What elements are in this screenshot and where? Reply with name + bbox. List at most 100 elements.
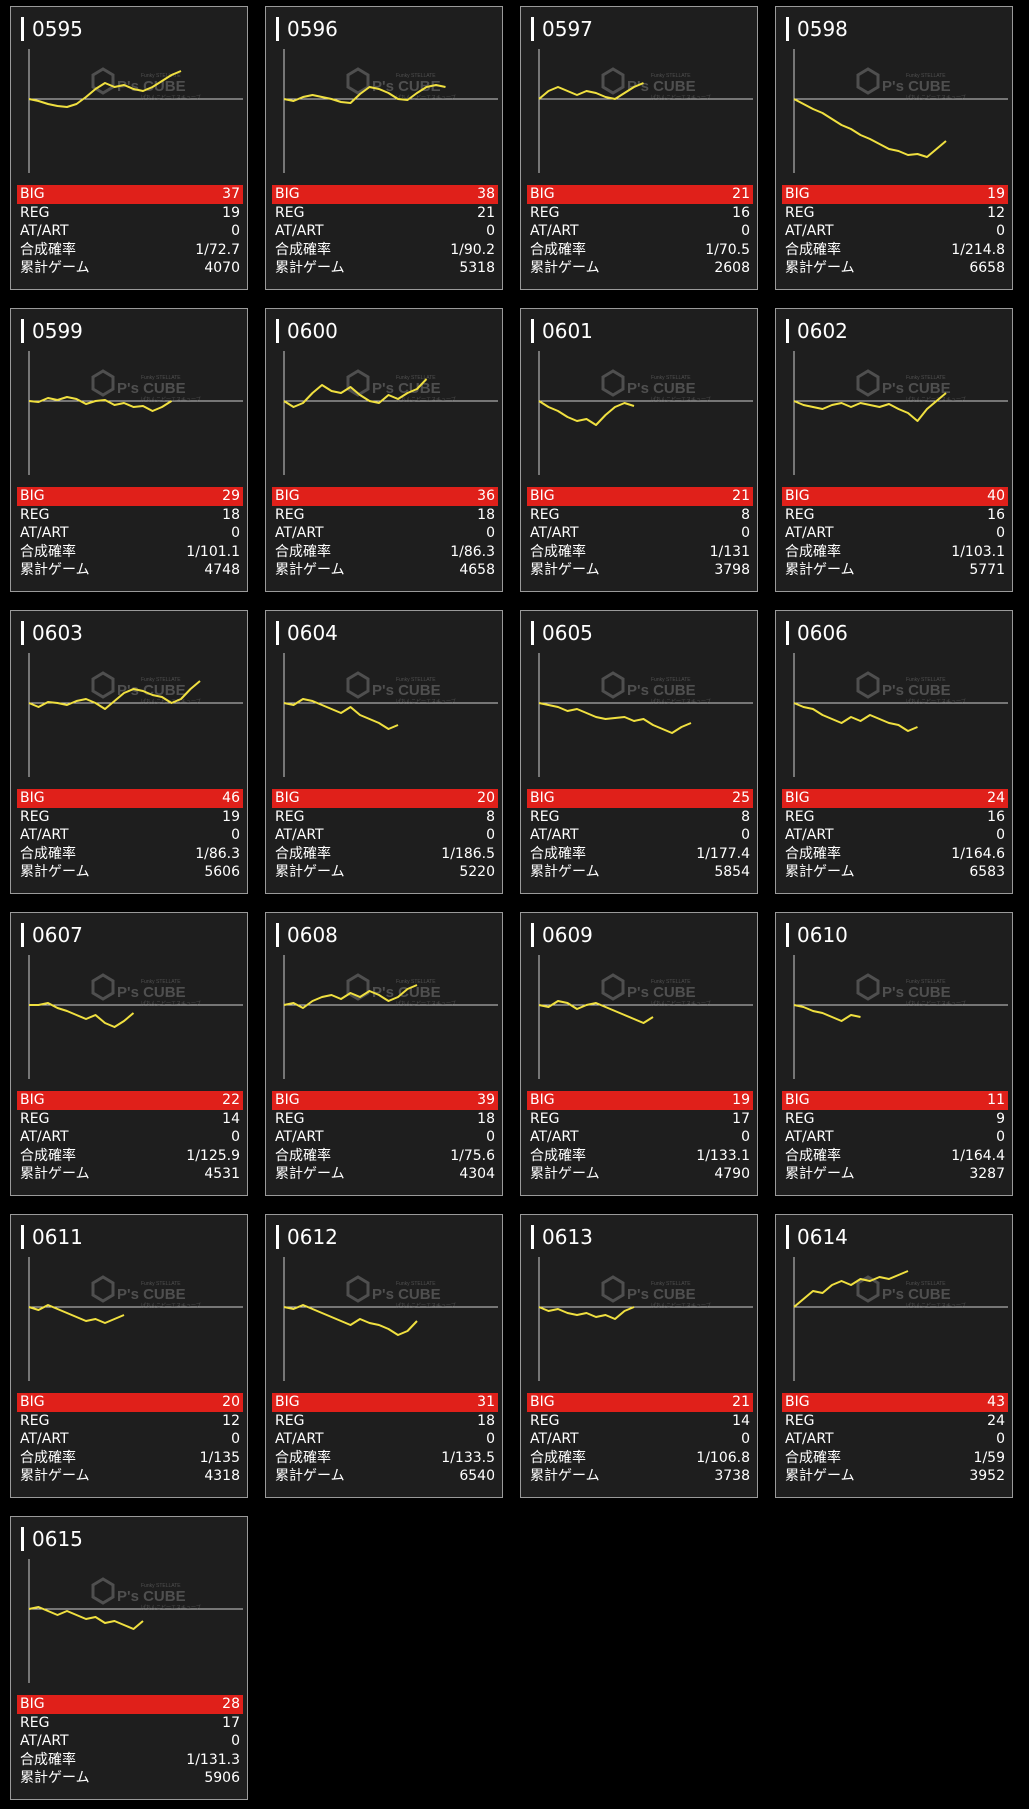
big-row: BIG 19 — [527, 1091, 753, 1110]
at-art-label: AT/ART — [275, 1129, 324, 1145]
machine-card[interactable]: 0605 Funky STELLATE P's CUBE ぱちんこピーエスキューブ BI… — [520, 610, 758, 894]
reg-value: 12 — [222, 1412, 240, 1429]
machine-card[interactable]: 0599 Funky STELLATE P's CUBE ぱちんこピーエスキューブ BI… — [10, 308, 248, 592]
cube-logo-icon — [91, 369, 115, 397]
machine-number: 0606 — [786, 621, 848, 645]
machine-card[interactable]: 0601 Funky STELLATE P's CUBE ぱちんこピーエスキューブ BI… — [520, 308, 758, 592]
big-label: BIG — [20, 1394, 45, 1410]
reg-label: REG — [785, 204, 815, 221]
at-art-value: 0 — [996, 1129, 1005, 1145]
total-games-label: 累計ゲーム — [20, 1166, 90, 1182]
machine-card[interactable]: 0600 Funky STELLATE P's CUBE ぱちんこピーエスキューブ BI… — [265, 308, 503, 592]
watermark-brand-text: P's CUBE — [882, 380, 951, 397]
big-label: BIG — [785, 1092, 810, 1108]
machine-card[interactable]: 0602 Funky STELLATE P's CUBE ぱちんこピーエスキューブ BI… — [775, 308, 1013, 592]
probability-value: 1/135 — [199, 1449, 240, 1466]
at-art-row: AT/ART 0 — [782, 524, 1008, 543]
watermark-top-text: Funky STELLATE — [141, 375, 181, 381]
watermark-brand-text: P's CUBE — [372, 78, 441, 95]
probability-value: 1/131.3 — [186, 1751, 240, 1768]
machine-number: 0610 — [786, 923, 848, 947]
total-games-row: 累計ゲーム 3952 — [782, 1467, 1008, 1486]
probability-value: 1/59 — [973, 1449, 1005, 1466]
total-games-label: 累計ゲーム — [530, 1468, 600, 1484]
total-games-label: 累計ゲーム — [530, 260, 600, 276]
at-art-value: 0 — [231, 223, 240, 239]
stats-table: BIG 36 REG 18 AT/ART 0 合成確率 1/86.3 累計ゲーム 4658 — [272, 487, 498, 580]
total-games-row: 累計ゲーム 3798 — [527, 561, 753, 580]
machine-number: 0615 — [21, 1527, 83, 1551]
big-value: 22 — [222, 1092, 240, 1108]
probability-value: 1/164.4 — [951, 1147, 1005, 1164]
watermark-brand-text: P's CUBE — [627, 682, 696, 699]
machine-card[interactable]: 0606 Funky STELLATE P's CUBE ぱちんこピーエスキューブ BI… — [775, 610, 1013, 894]
total-games-label: 累計ゲーム — [275, 1166, 345, 1182]
stats-table: BIG 20 REG 12 AT/ART 0 合成確率 1/135 累計ゲーム 4318 — [17, 1393, 243, 1486]
probability-label: 合成確率 — [785, 543, 841, 560]
at-art-value: 0 — [741, 1129, 750, 1145]
total-games-label: 累計ゲーム — [785, 864, 855, 880]
machine-card[interactable]: 0607 Funky STELLATE P's CUBE ぱちんこピーエスキューブ BI… — [10, 912, 248, 1196]
machine-card[interactable]: 0615 Funky STELLATE P's CUBE ぱちんこピーエスキューブ BI… — [10, 1516, 248, 1800]
watermark-top-text: Funky STELLATE — [651, 375, 691, 381]
trend-line — [538, 82, 644, 100]
probability-row: 合成確率 1/75.6 — [272, 1147, 498, 1166]
machine-card[interactable]: 0612 Funky STELLATE P's CUBE ぱちんこピーエスキューブ BI… — [265, 1214, 503, 1498]
total-games-label: 累計ゲーム — [20, 864, 90, 880]
probability-value: 1/72.7 — [195, 241, 240, 258]
machine-number: 0598 — [786, 17, 848, 41]
stats-table: BIG 22 REG 14 AT/ART 0 合成確率 1/125.9 累計ゲーム 4531 — [17, 1091, 243, 1184]
machine-card[interactable]: 0613 Funky STELLATE P's CUBE ぱちんこピーエスキューブ BI… — [520, 1214, 758, 1498]
machine-card[interactable]: 0603 Funky STELLATE P's CUBE ぱちんこピーエスキューブ BI… — [10, 610, 248, 894]
reg-row: REG 18 — [17, 506, 243, 525]
big-label: BIG — [275, 1092, 300, 1108]
at-art-row: AT/ART 0 — [527, 524, 753, 543]
total-games-row: 累計ゲーム 4070 — [17, 259, 243, 278]
big-value: 46 — [222, 790, 240, 806]
watermark-sub-text: ぱちんこピーエスキューブ — [906, 1302, 966, 1309]
big-value: 25 — [732, 790, 750, 806]
probability-label: 合成確率 — [275, 241, 331, 258]
machine-card[interactable]: 0598 Funky STELLATE P's CUBE ぱちんこピーエスキューブ BI… — [775, 6, 1013, 290]
stats-table: BIG 39 REG 18 AT/ART 0 合成確率 1/75.6 累計ゲーム 4304 — [272, 1091, 498, 1184]
machine-card[interactable]: 0595 Funky STELLATE P's CUBE ぱちんこピーエスキューブ BI… — [10, 6, 248, 290]
machine-number: 0612 — [276, 1225, 338, 1249]
reg-value: 17 — [732, 1110, 750, 1127]
reg-row: REG 8 — [527, 506, 753, 525]
big-label: BIG — [530, 488, 555, 504]
big-label: BIG — [275, 186, 300, 202]
machine-card[interactable]: 0596 Funky STELLATE P's CUBE ぱちんこピーエスキューブ BI… — [265, 6, 503, 290]
at-art-label: AT/ART — [20, 1431, 69, 1447]
machine-card[interactable]: 0604 Funky STELLATE P's CUBE ぱちんこピーエスキューブ BI… — [265, 610, 503, 894]
probability-row: 合成確率 1/164.6 — [782, 845, 1008, 864]
machine-card[interactable]: 0614 Funky STELLATE P's CUBE ぱちんこピーエスキューブ BI… — [775, 1214, 1013, 1498]
total-games-label: 累計ゲーム — [785, 1468, 855, 1484]
probability-value: 1/103.1 — [951, 543, 1005, 560]
watermark-brand-text: P's CUBE — [627, 984, 696, 1001]
machine-number: 0608 — [276, 923, 338, 947]
reg-row: REG 19 — [17, 808, 243, 827]
probability-label: 合成確率 — [275, 1449, 331, 1466]
probability-label: 合成確率 — [530, 543, 586, 560]
watermark-sub-text: ぱちんこピーエスキューブ — [141, 1604, 201, 1611]
machine-card[interactable]: 0611 Funky STELLATE P's CUBE ぱちんこピーエスキューブ BI… — [10, 1214, 248, 1498]
machine-card[interactable]: 0597 Funky STELLATE P's CUBE ぱちんこピーエスキューブ BI… — [520, 6, 758, 290]
big-label: BIG — [785, 488, 810, 504]
big-label: BIG — [530, 1394, 555, 1410]
probability-value: 1/101.1 — [186, 543, 240, 560]
total-games-row: 累計ゲーム 5854 — [527, 863, 753, 882]
machine-card[interactable]: 0608 Funky STELLATE P's CUBE ぱちんこピーエスキューブ BI… — [265, 912, 503, 1196]
cube-logo-icon — [856, 973, 880, 1001]
machine-card[interactable]: 0609 Funky STELLATE P's CUBE ぱちんこピーエスキューブ BI… — [520, 912, 758, 1196]
machine-card[interactable]: 0610 Funky STELLATE P's CUBE ぱちんこピーエスキューブ BI… — [775, 912, 1013, 1196]
probability-value: 1/214.8 — [951, 241, 1005, 258]
watermark-sub-text: ぱちんこピーエスキューブ — [651, 698, 711, 705]
stats-table: BIG 37 REG 19 AT/ART 0 合成確率 1/72.7 累計ゲーム 4070 — [17, 185, 243, 278]
